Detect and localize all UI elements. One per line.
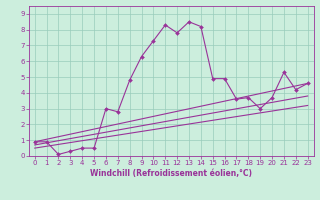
X-axis label: Windchill (Refroidissement éolien,°C): Windchill (Refroidissement éolien,°C)	[90, 169, 252, 178]
